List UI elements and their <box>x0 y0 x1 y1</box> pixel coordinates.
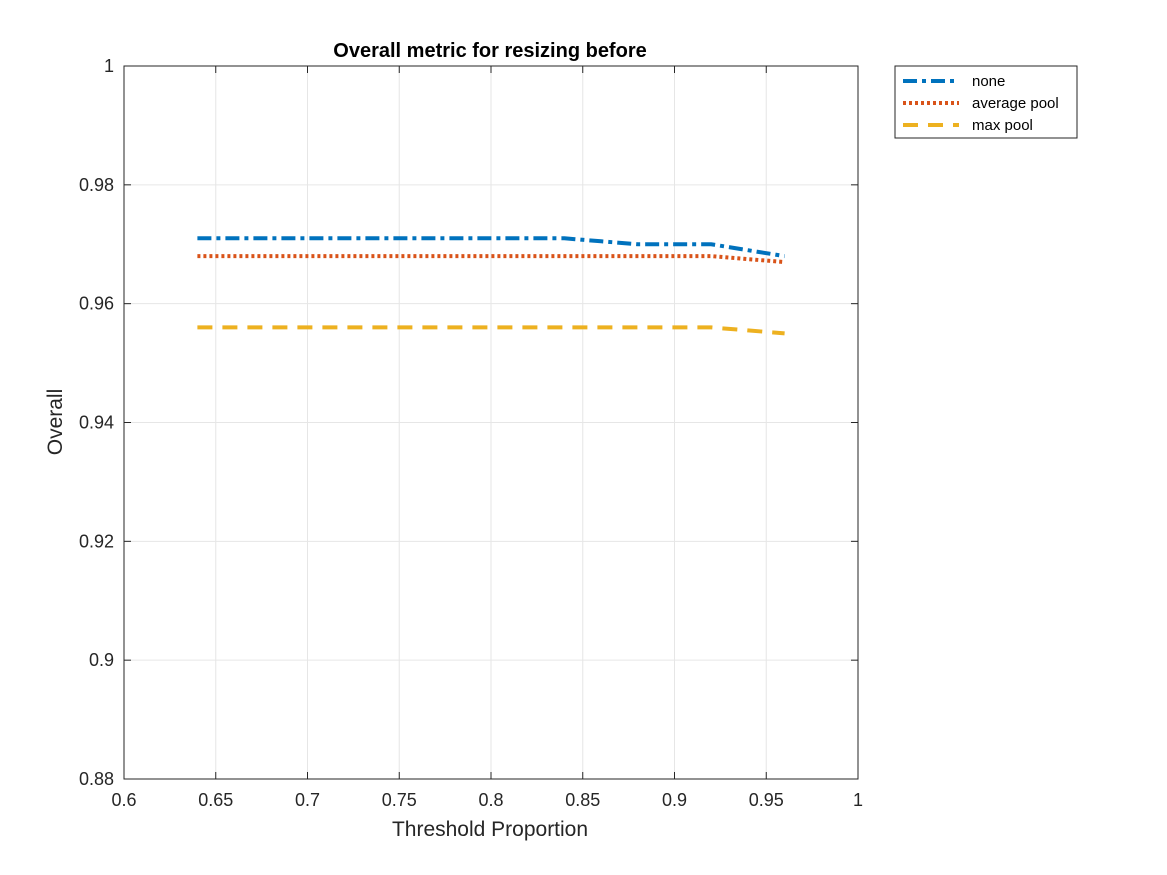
y-tick-label: 0.9 <box>89 650 114 670</box>
y-axis-label: Overall <box>44 389 67 456</box>
legend: none average pool max pool <box>894 65 1078 139</box>
x-tick-label: 0.7 <box>295 790 320 810</box>
x-tick-label: 0.95 <box>749 790 784 810</box>
y-tick-label: 0.98 <box>79 175 114 195</box>
legend-label: max pool <box>972 117 1033 134</box>
legend-box <box>894 65 1078 139</box>
series-lines <box>197 236 785 336</box>
series-line-max-pool <box>197 325 785 336</box>
legend-label: none <box>972 73 1005 90</box>
x-tick-label: 0.8 <box>478 790 503 810</box>
x-tick-label: 0.65 <box>198 790 233 810</box>
x-tick-label: 1 <box>853 790 863 810</box>
x-tick-label: 0.75 <box>382 790 417 810</box>
y-tick-label: 0.92 <box>79 531 114 551</box>
series-line-average-pool <box>197 254 785 265</box>
x-tick-label: 0.9 <box>662 790 687 810</box>
x-tick-label: 0.85 <box>565 790 600 810</box>
y-tick-label: 1 <box>104 56 114 76</box>
x-axis-label: Threshold Proportion <box>392 818 588 841</box>
y-tick-label: 0.88 <box>79 769 114 789</box>
y-tick-label: 0.96 <box>79 294 114 314</box>
y-tick-label: 0.94 <box>79 413 114 433</box>
x-tick-label: 0.6 <box>111 790 136 810</box>
grid <box>124 66 858 779</box>
chart-title: Overall metric for resizing before <box>333 40 646 62</box>
series-line-none <box>197 236 785 259</box>
legend-label: average pool <box>972 95 1059 112</box>
axes: 0.6 0.65 0.7 0.75 0.8 0.85 0.9 0.95 1 0.88 0.9 0.92… <box>79 56 863 810</box>
